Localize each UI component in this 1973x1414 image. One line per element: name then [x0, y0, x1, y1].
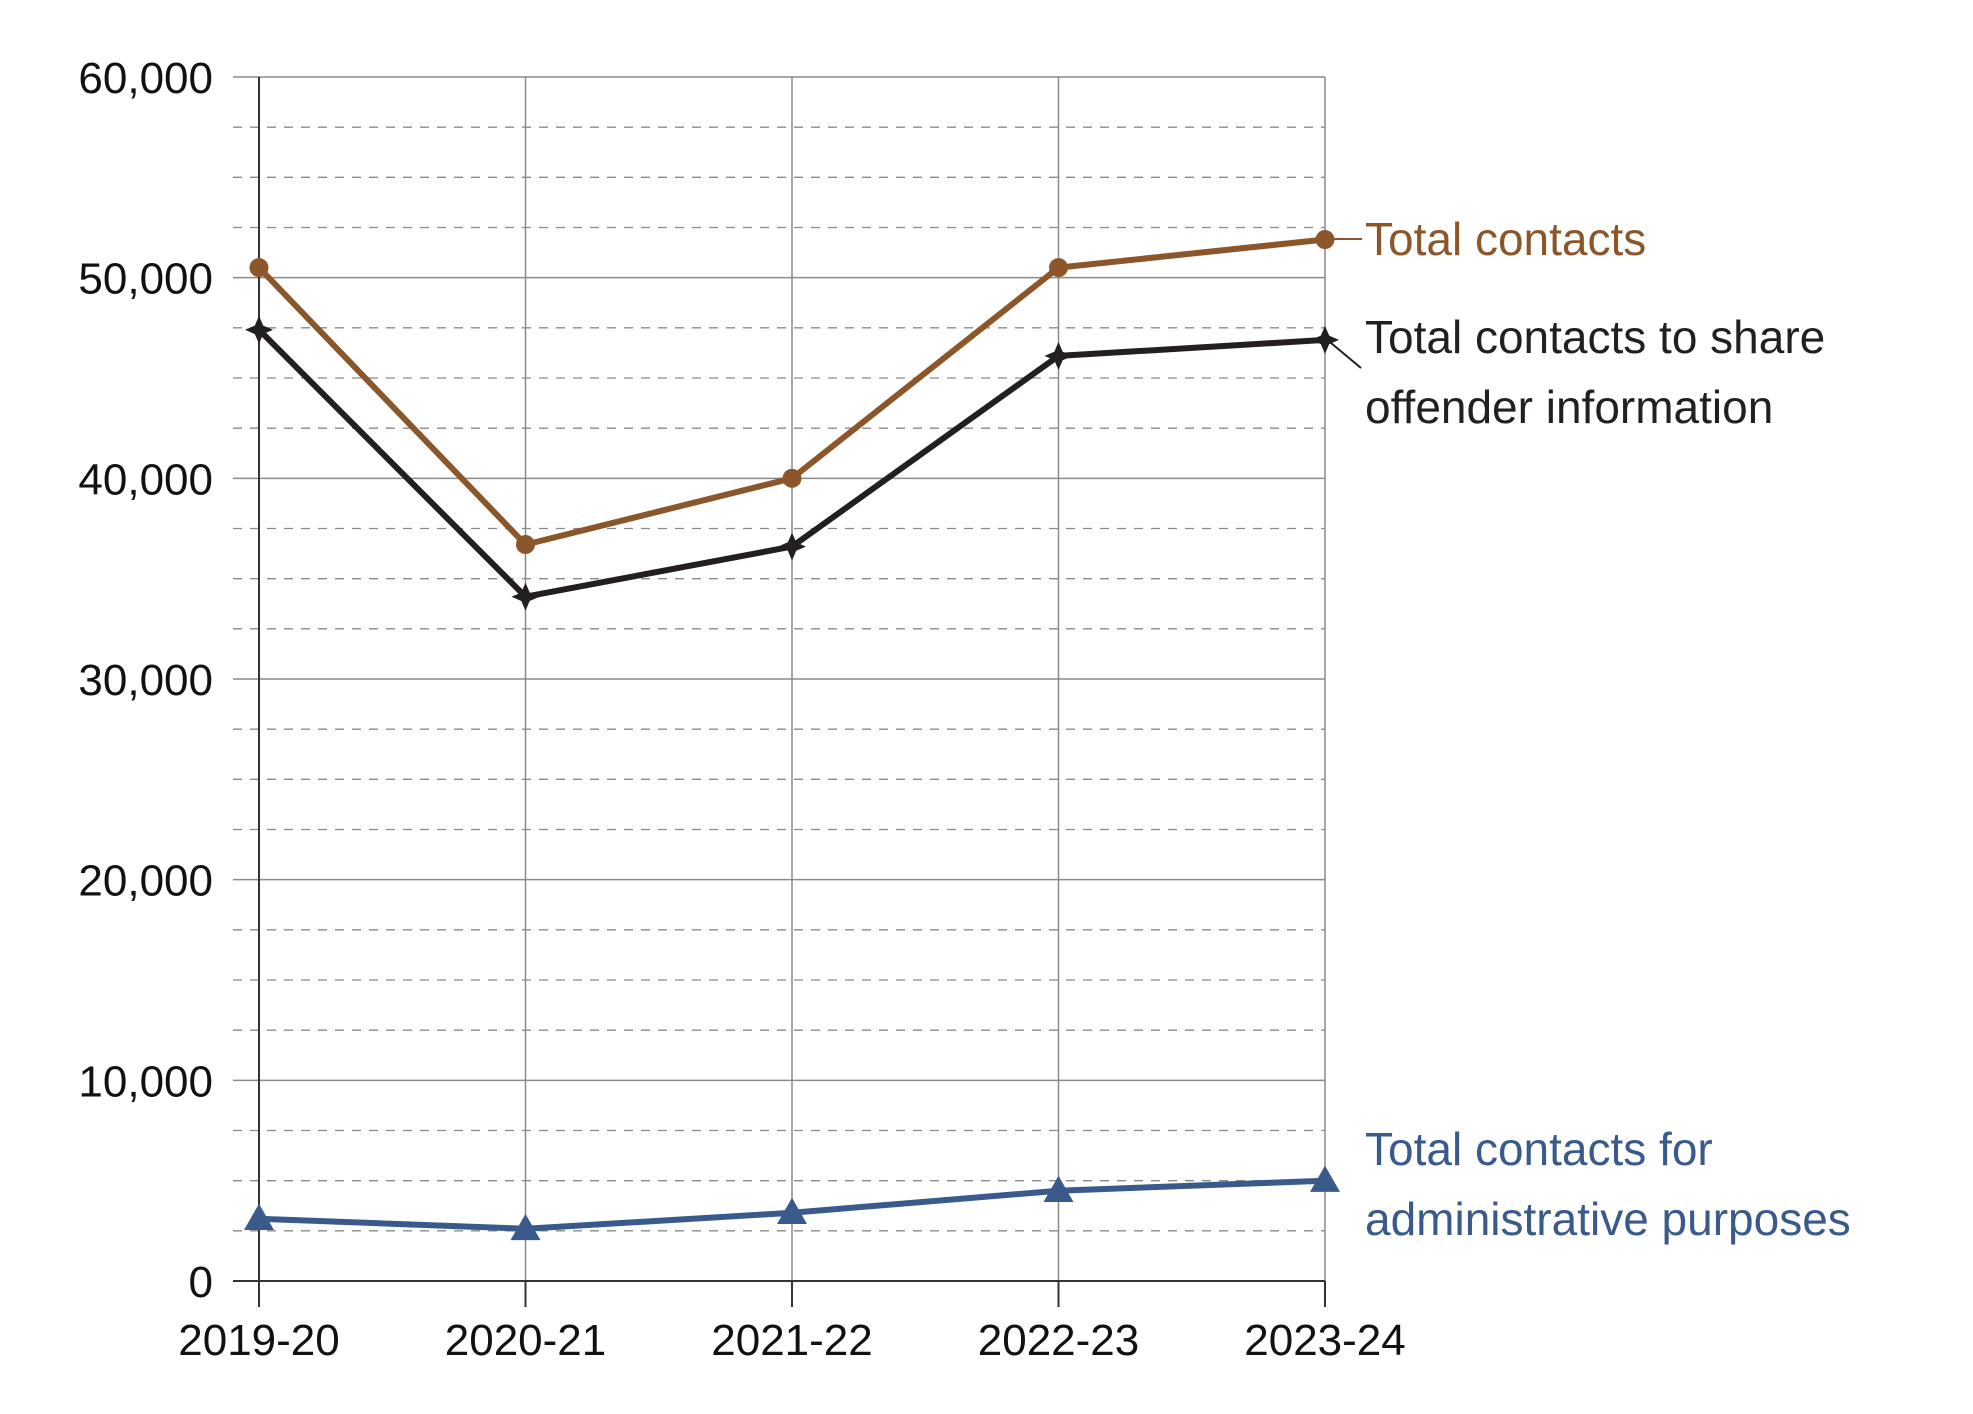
x-tick-label: 2023-24: [1244, 1316, 1405, 1365]
x-tick-label: 2021-22: [711, 1316, 872, 1365]
series-1: [249, 230, 1335, 555]
series-group: [244, 230, 1340, 1241]
series-label: offender information: [1365, 381, 1773, 433]
y-tick-label: 10,000: [78, 1057, 213, 1106]
y-tick-label: 0: [189, 1258, 213, 1307]
data-point: [1043, 1175, 1074, 1202]
leader-line: [1324, 337, 1362, 369]
series-3: [244, 1165, 1340, 1241]
x-tick-label: 2020-21: [445, 1316, 606, 1365]
data-point: [245, 315, 273, 344]
x-tick-label: 2022-23: [978, 1316, 1139, 1365]
series-label: administrative purposes: [1365, 1193, 1851, 1245]
y-tick-label: 40,000: [78, 455, 213, 504]
series-label: Total contacts to share: [1365, 311, 1825, 363]
y-tick-label: 30,000: [78, 656, 213, 705]
series-label: Total contacts: [1365, 213, 1646, 265]
data-point: [1049, 258, 1068, 278]
y-tick-label: 60,000: [78, 54, 213, 103]
data-point: [1310, 1165, 1340, 1192]
series-labels: Total contacts Total contacts to share off…: [1324, 213, 1851, 1245]
data-point: [510, 1213, 541, 1241]
series-label: Total contacts for: [1365, 1123, 1713, 1175]
data-point: [244, 1203, 274, 1231]
data-point: [777, 1197, 807, 1225]
series-2: [245, 315, 1339, 611]
x-tick-label: 2019-20: [178, 1316, 339, 1365]
data-point: [516, 535, 535, 555]
data-point: [778, 532, 806, 561]
data-point: [1311, 325, 1339, 354]
data-point: [1044, 341, 1073, 370]
axes: 0 10,000 20,000 30,000 40,000 50,000 60,000 201…: [78, 54, 1405, 1365]
data-point: [249, 258, 269, 278]
y-tick-label: 20,000: [78, 857, 213, 906]
data-point: [782, 468, 802, 488]
data-point: [511, 582, 540, 611]
y-tick-label: 50,000: [78, 255, 213, 304]
